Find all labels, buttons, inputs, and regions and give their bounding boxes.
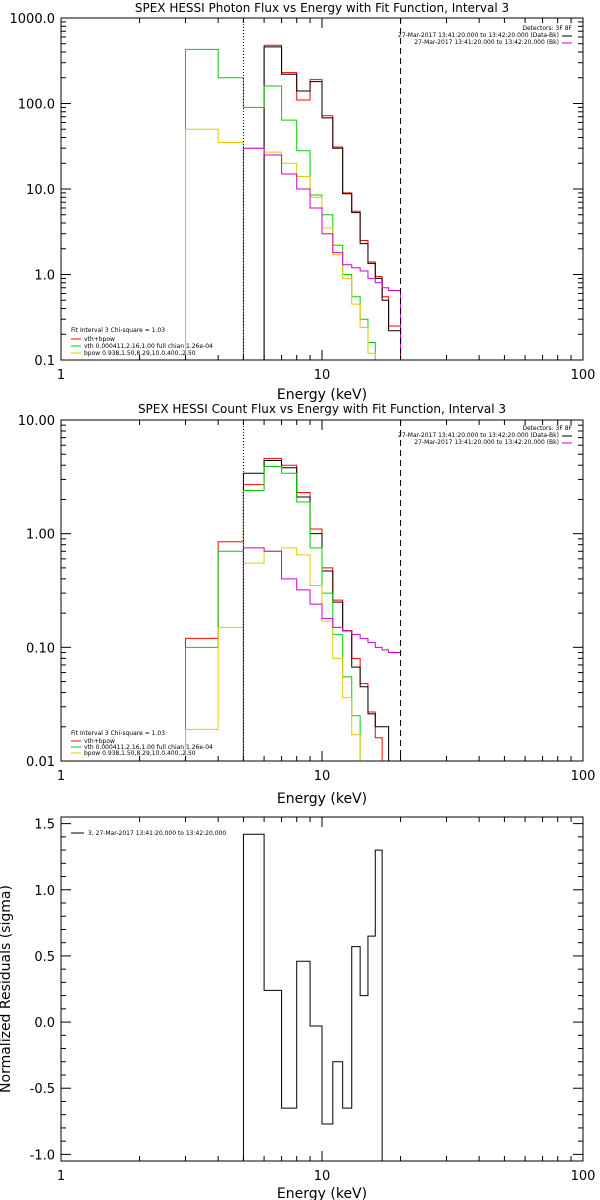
series-line-3 bbox=[185, 48, 401, 361]
legend-header: Detectors: 3F 8F bbox=[522, 25, 572, 32]
x-tick-label: 100 bbox=[571, 368, 596, 383]
legend-residuals: 3, 27-Mar-2017 13:41:20.000 to 13:42:20.… bbox=[71, 830, 226, 837]
series-line-5 bbox=[242, 547, 402, 761]
x-tick-label: 1 bbox=[57, 1169, 65, 1184]
legend-detectors: Detectors: 3F 8F 27-Mar-2017 13:41:20.00… bbox=[398, 25, 573, 46]
y-tick-label: 1.5 bbox=[34, 818, 55, 833]
legend-fit: Fit Interval 3 Chi-square = 1.03 vth+bpo… bbox=[71, 327, 213, 357]
chart-title: SPEX HESSI Photon Flux vs Energy with Fi… bbox=[135, 1, 509, 15]
x-axis-label: Energy (keV) bbox=[277, 1186, 367, 1200]
legend-entry: vth 0.000411,2.16,1.00 full chian 1.26e-… bbox=[84, 744, 213, 751]
legend-header: Fit Interval 3 Chi-square = 1.03 bbox=[71, 730, 165, 737]
y-tick-label: 1.0 bbox=[34, 269, 55, 284]
y-tick-label: -0.5 bbox=[30, 1082, 55, 1097]
series-line-5 bbox=[242, 147, 402, 360]
x-tick-label: 100 bbox=[571, 769, 596, 784]
series-line-1 bbox=[242, 833, 383, 1161]
plot-frame bbox=[60, 17, 584, 361]
y-tick-label: 0.10 bbox=[26, 641, 55, 656]
y-tick-label: -1.0 bbox=[30, 1148, 55, 1163]
x-axis-label: Energy (keV) bbox=[277, 791, 367, 807]
legend-entry: 27-Mar-2017 13:41:20.000 to 13:42:20.000… bbox=[398, 32, 559, 39]
x-tick-label: 100 bbox=[571, 1169, 596, 1184]
series-line-2 bbox=[242, 460, 401, 762]
y-tick-label: 0.1 bbox=[34, 354, 55, 369]
y-tick-label: 0.5 bbox=[34, 950, 55, 965]
x-tick-label: 1 bbox=[57, 769, 65, 784]
legend-entry: vth 0.000411,2.16,1.00 full chian 1.26e-… bbox=[84, 343, 213, 350]
legend-entry: vth+bpow bbox=[84, 738, 115, 745]
photon-flux-chart: SPEX HESSI Photon Flux vs Energy with Fi… bbox=[10, 1, 596, 403]
legend-detectors: Detectors: 3F 8F 27-Mar-2017 13:41:20.00… bbox=[398, 425, 573, 446]
legend-entry: 3, 27-Mar-2017 13:41:20.000 to 13:42:20.… bbox=[88, 830, 226, 837]
residuals-chart: 1 10 100 -1.0 -0.5 0.0 0.5 1.0 1.5 Energy (keV)… bbox=[0, 816, 596, 1200]
x-axis-label: Energy (keV) bbox=[277, 387, 367, 403]
series-line-1 bbox=[185, 457, 401, 762]
legend-entry: bpow 0.938,1.50,8.29,10.0,400.,2.50 bbox=[84, 750, 196, 757]
y-tick-label: 1.00 bbox=[26, 528, 55, 543]
x-tick-label: 10 bbox=[314, 769, 331, 784]
y-tick-label: 0.0 bbox=[34, 1016, 55, 1031]
y-tick-label: 100.0 bbox=[18, 98, 55, 113]
y-tick-label: 10.00 bbox=[18, 414, 55, 429]
legend-entry: 27-Mar-2017 13:41:20.000 to 13:42:20.000… bbox=[414, 39, 559, 46]
legend-entry: 27-Mar-2017 13:41:20.000 to 13:42:20.000… bbox=[398, 432, 559, 439]
x-tick-label: 10 bbox=[314, 368, 331, 383]
legend-entry: vth+bpow bbox=[84, 336, 115, 343]
x-tick-label: 10 bbox=[314, 1169, 331, 1184]
legend-entry: bpow 0.938,1.50,8.29,10.0,400.,2.50 bbox=[84, 350, 196, 357]
chart-title: SPEX HESSI Count Flux vs Energy with Fit… bbox=[138, 402, 506, 416]
series-line-2 bbox=[263, 46, 402, 360]
y-axis-label: Normalized Residuals (sigma) bbox=[0, 885, 14, 1093]
y-tick-label: 1.0 bbox=[34, 884, 55, 899]
y-tick-label: 0.01 bbox=[26, 755, 55, 770]
legend-entry: 27-Mar-2017 13:41:20.000 to 13:42:20.000… bbox=[414, 439, 559, 446]
y-tick-label: 1000.0 bbox=[10, 12, 56, 27]
x-tick-label: 1 bbox=[57, 368, 65, 383]
count-flux-chart: SPEX HESSI Count Flux vs Energy with Fit… bbox=[18, 402, 596, 807]
legend-fit: Fit Interval 3 Chi-square = 1.03 vth+bpo… bbox=[71, 730, 213, 757]
legend-header: Fit Interval 3 Chi-square = 1.03 bbox=[71, 327, 165, 334]
legend-header: Detectors: 3F 8F bbox=[522, 425, 572, 432]
y-tick-label: 10.0 bbox=[26, 183, 55, 198]
series-line-1 bbox=[263, 44, 402, 360]
